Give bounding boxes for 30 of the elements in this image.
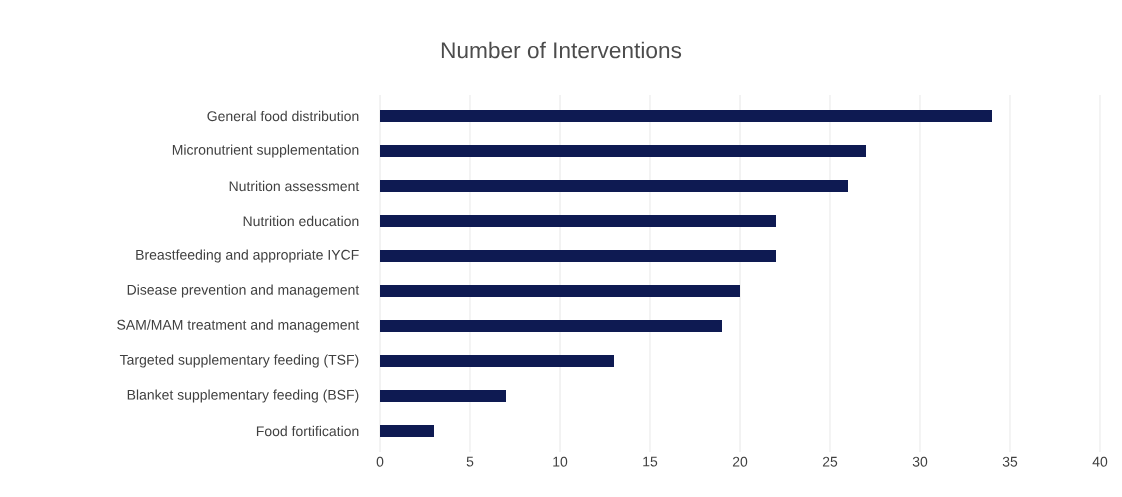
y-tick-label: Nutrition assessment	[229, 180, 360, 192]
y-tick-label: Targeted supplementary feeding (TSF)	[119, 354, 359, 368]
bar	[380, 425, 434, 437]
y-tick-label: SAM/MAM treatment and management	[117, 319, 360, 333]
y-tick-label: Disease prevention and management	[127, 284, 360, 298]
x-tick-label: 5	[466, 456, 474, 467]
x-tick-label: 0	[376, 456, 384, 467]
y-tick-label: Blanket supplementary feeding (BSF)	[127, 389, 359, 403]
y-tick-label: General food distribution	[207, 110, 359, 122]
bar	[380, 250, 776, 262]
y-tick-label: Nutrition education	[243, 215, 359, 227]
bar	[380, 285, 740, 297]
bar	[380, 390, 506, 402]
bar	[380, 180, 848, 193]
x-tick-label: 35	[1002, 456, 1018, 467]
x-tick-label: 20	[732, 456, 748, 467]
x-tick-label: 30	[912, 456, 928, 467]
bar	[380, 145, 866, 158]
bar	[380, 355, 614, 367]
bar	[380, 320, 722, 332]
y-tick-label: Micronutrient supplementation	[172, 144, 359, 158]
x-tick-label: 15	[643, 456, 658, 467]
y-tick-label: Breastfeeding and appropriate IYCF	[136, 249, 359, 263]
x-tick-label: 25	[822, 456, 838, 467]
bar	[380, 110, 992, 123]
bar	[380, 215, 776, 228]
chart-title: Number of Interventions	[441, 41, 682, 59]
x-tick-label: 10	[553, 456, 568, 467]
y-tick-label: Food fortification	[256, 425, 359, 437]
x-tick-label: 40	[1092, 456, 1108, 467]
